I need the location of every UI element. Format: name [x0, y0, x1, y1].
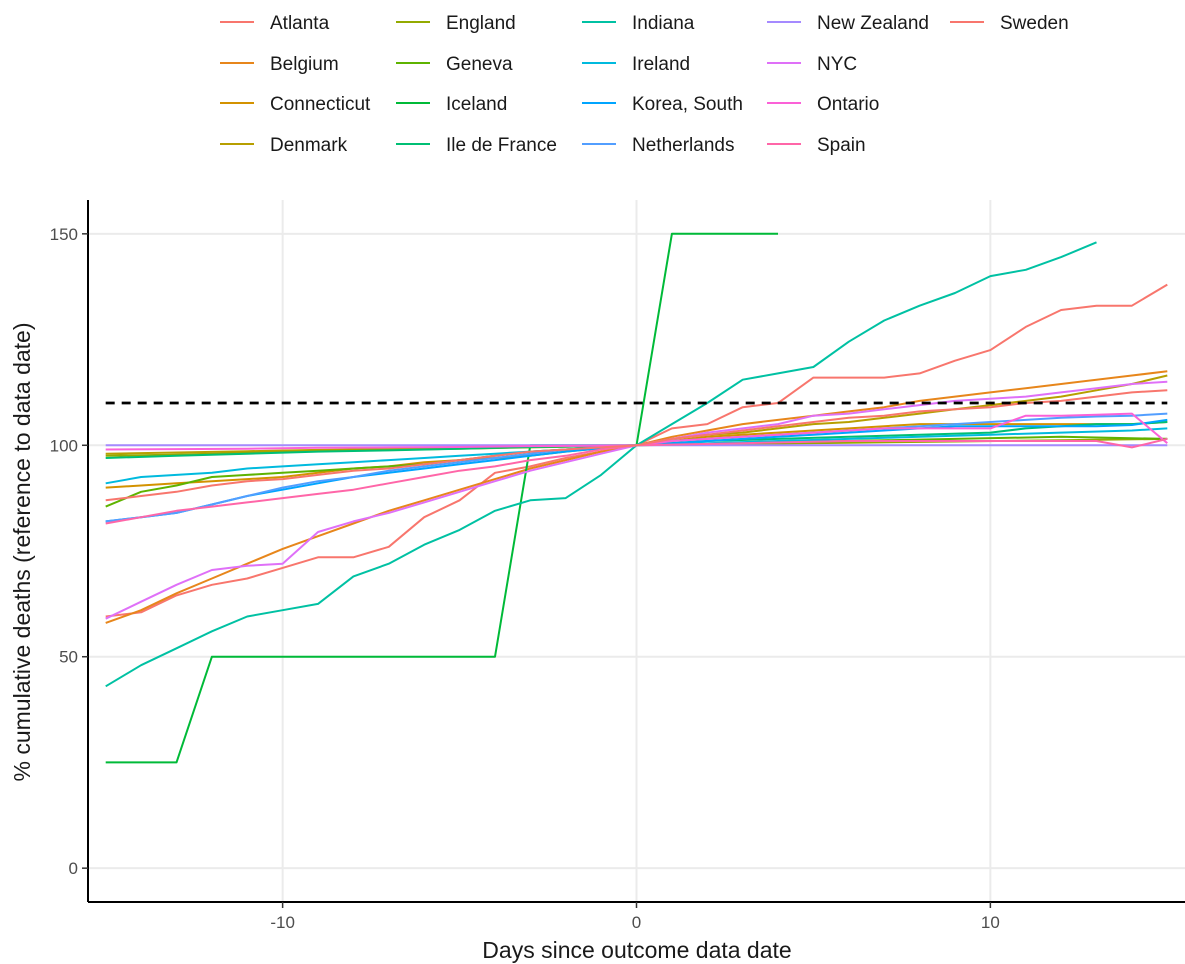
legend-item: Sweden	[950, 13, 1069, 34]
legend-item: Belgium	[220, 54, 339, 75]
legend-label: Ontario	[817, 94, 879, 115]
legend-label: Iceland	[446, 94, 507, 115]
legend: Atlanta Belgium Connecticut Denmark England G…	[220, 13, 1069, 156]
y-tick-label: 100	[50, 436, 78, 455]
grid	[88, 200, 1185, 902]
series-line-ontario	[105, 412, 1168, 451]
legend-label: Sweden	[1000, 13, 1069, 34]
legend-label: Korea, South	[632, 94, 743, 115]
legend-label: NYC	[817, 54, 857, 75]
legend-item: Spain	[767, 135, 866, 156]
legend-item: Connecticut	[220, 94, 371, 115]
legend-item: Netherlands	[582, 135, 734, 156]
y-tick-label: 50	[59, 648, 78, 667]
legend-item: Iceland	[396, 94, 507, 115]
legend-item: Ontario	[767, 94, 879, 115]
legend-item: NYC	[767, 54, 857, 75]
legend-item: New Zealand	[767, 13, 929, 34]
legend-label: Ireland	[632, 54, 690, 75]
legend-item: Geneva	[396, 54, 513, 75]
y-axis-title: % cumulative deaths (reference to data d…	[9, 323, 35, 782]
legend-label: Connecticut	[270, 94, 371, 115]
legend-label: New Zealand	[817, 13, 929, 34]
legend-item: Ile de France	[396, 135, 557, 156]
series-line-spain	[105, 437, 1168, 525]
legend-label: Denmark	[270, 135, 348, 156]
legend-item: Indiana	[582, 13, 695, 34]
legend-item: Denmark	[220, 135, 348, 156]
x-tick-label: -10	[270, 913, 295, 932]
x-tick-label: 10	[981, 913, 1000, 932]
legend-item: Atlanta	[220, 13, 330, 34]
legend-item: Ireland	[582, 54, 690, 75]
series-line-ireland	[105, 427, 1168, 485]
x-tick-label: 0	[632, 913, 641, 932]
legend-item: Korea, South	[582, 94, 743, 115]
y-tick-label: 150	[50, 225, 78, 244]
legend-label: Atlanta	[270, 13, 330, 34]
legend-item: England	[396, 13, 516, 34]
series-lines	[105, 232, 1168, 764]
y-tick-label: 0	[69, 859, 78, 878]
legend-label: Belgium	[270, 54, 339, 75]
series-line-iceland	[105, 232, 778, 764]
legend-label: Netherlands	[632, 135, 734, 156]
legend-label: Geneva	[446, 54, 513, 75]
x-axis-title: Days since outcome data date	[482, 937, 791, 963]
legend-label: Spain	[817, 135, 866, 156]
series-line-indiana	[105, 241, 1097, 688]
legend-label: England	[446, 13, 516, 34]
legend-label: Indiana	[632, 13, 695, 34]
legend-label: Ile de France	[446, 135, 557, 156]
series-line-sweden	[105, 389, 1168, 502]
